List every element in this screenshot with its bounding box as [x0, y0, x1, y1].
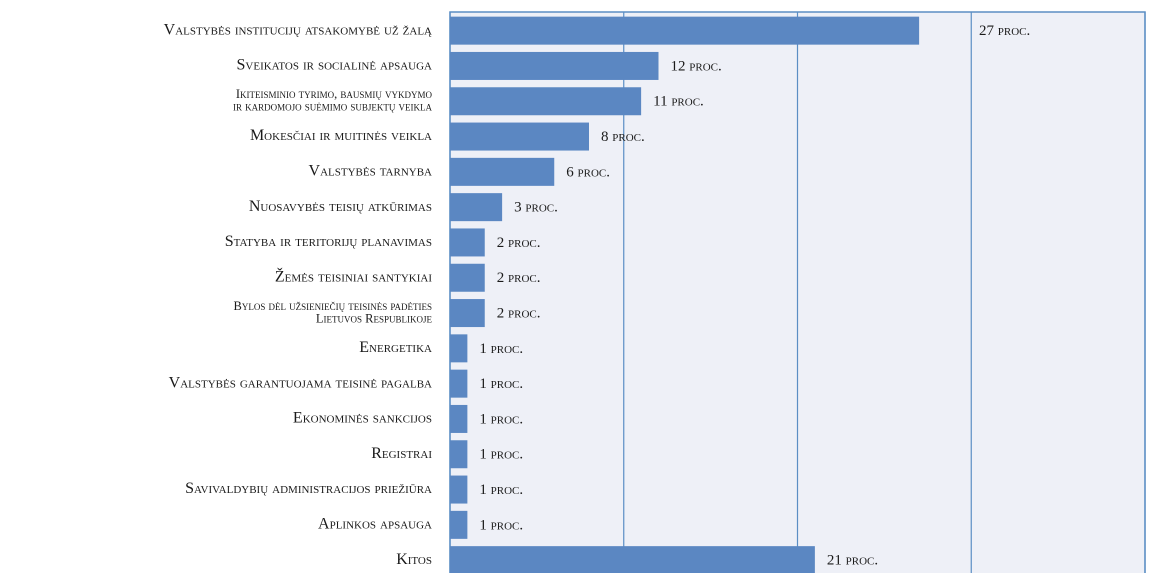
- category-label: Valstybės institucijų atsakomybė už žalą: [164, 21, 432, 38]
- category-label: Valstybės garantuojama teisinė pagalba: [169, 374, 432, 391]
- value-label: 1 proc.: [479, 482, 523, 498]
- bar: [450, 16, 920, 45]
- value-label: 1 proc.: [479, 447, 523, 463]
- bar: [450, 87, 642, 116]
- category-label: Mokesčiai ir muitinės veikla: [250, 127, 432, 144]
- category-label: Ikiteisminio tyrimo, bausmių vykdymo ir k…: [233, 87, 433, 114]
- bar: [450, 299, 485, 328]
- category-label: Ekonominės sankcijos: [293, 410, 432, 427]
- category-label: Registrai: [371, 445, 432, 462]
- value-label: 21 proc.: [827, 553, 878, 569]
- bar: [450, 157, 555, 186]
- value-label: 2 proc.: [497, 235, 541, 251]
- value-label: 2 proc.: [497, 270, 541, 286]
- bar: [450, 193, 503, 222]
- bar: [450, 546, 815, 573]
- category-label: Nuosavybės teisių atkūrimas: [249, 198, 432, 215]
- category-label: Valstybės tarnyba: [309, 163, 433, 180]
- value-label: 1 proc.: [479, 376, 523, 392]
- bar: [450, 263, 485, 292]
- bar: [450, 51, 659, 80]
- bar: [450, 228, 485, 257]
- category-label: Bylos dėl užsieniečių teisinės padėties L…: [234, 299, 433, 326]
- value-label: 2 proc.: [497, 305, 541, 321]
- value-label: 1 proc.: [479, 517, 523, 533]
- value-label: 3 proc.: [514, 200, 558, 216]
- category-label: Statyba ir teritorijų planavimas: [225, 233, 432, 250]
- bar: [450, 475, 468, 504]
- category-label: Sveikatos ir socialinė apsauga: [237, 57, 433, 74]
- category-label: Energetika: [359, 339, 432, 356]
- category-label: Aplinkos apsauga: [318, 516, 432, 533]
- value-label: 11 proc.: [653, 94, 704, 110]
- category-label: Žemės teisiniai santykiai: [275, 266, 432, 285]
- bar: [450, 510, 468, 539]
- value-label: 6 proc.: [566, 164, 610, 180]
- value-label: 1 proc.: [479, 411, 523, 427]
- value-label: 12 proc.: [671, 58, 722, 74]
- value-label: 1 proc.: [479, 341, 523, 357]
- bar: [450, 334, 468, 363]
- bar: [450, 122, 589, 151]
- bar: [450, 369, 468, 398]
- bar: [450, 440, 468, 469]
- value-label: 8 proc.: [601, 129, 645, 145]
- value-label: 27 proc.: [979, 23, 1030, 39]
- category-label: Kitos: [396, 551, 432, 568]
- bar: [450, 404, 468, 433]
- category-label: Savivaldybių administracijos priežiūra: [185, 480, 432, 497]
